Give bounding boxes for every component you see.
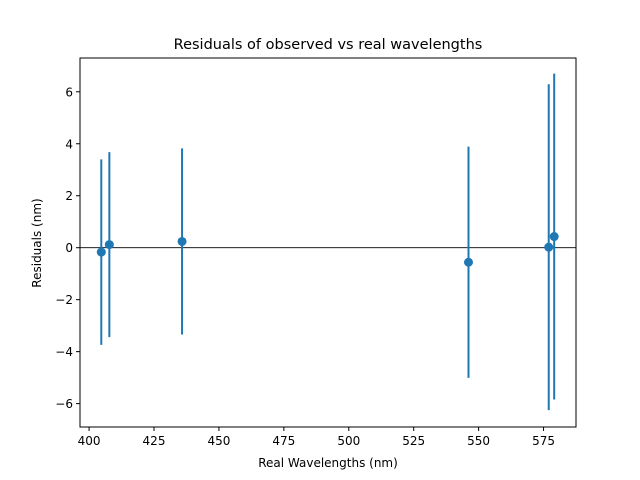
x-axis-label: Real Wavelengths (nm) (258, 456, 398, 470)
plot-area: 400 425 450 475 500 525 550 575 −6 −4 −2 0 2 4 6 (55, 57, 577, 448)
y-tick-label-5: 4 (65, 137, 73, 151)
y-tick-label-3: 0 (65, 241, 73, 255)
x-tick-label-7: 575 (532, 434, 555, 448)
chart-title: Residuals of observed vs real wavelength… (174, 37, 483, 53)
x-tick-label-0: 400 (78, 434, 101, 448)
x-tick-label-1: 425 (143, 434, 166, 448)
y-tick-label-2: −2 (55, 293, 73, 307)
y-tick-label-6: 6 (65, 85, 73, 99)
data-point-2 (177, 236, 187, 246)
data-point-4 (544, 242, 554, 252)
plot-frame (79, 57, 577, 428)
data-point-5 (549, 232, 559, 242)
data-point-1 (104, 240, 114, 250)
y-tick-label-0: −6 (55, 397, 73, 411)
data-point-3 (463, 257, 473, 267)
x-tick-label-4: 500 (337, 434, 360, 448)
y-tick-label-1: −4 (55, 345, 73, 359)
y-axis-label: Residuals (nm) (30, 198, 44, 287)
x-tick-label-2: 450 (207, 434, 230, 448)
x-tick-label-5: 525 (402, 434, 425, 448)
x-tick-label-3: 475 (272, 434, 295, 448)
data-point-0 (96, 247, 106, 257)
y-tick-label-4: 2 (65, 189, 73, 203)
x-tick-label-6: 550 (467, 434, 490, 448)
